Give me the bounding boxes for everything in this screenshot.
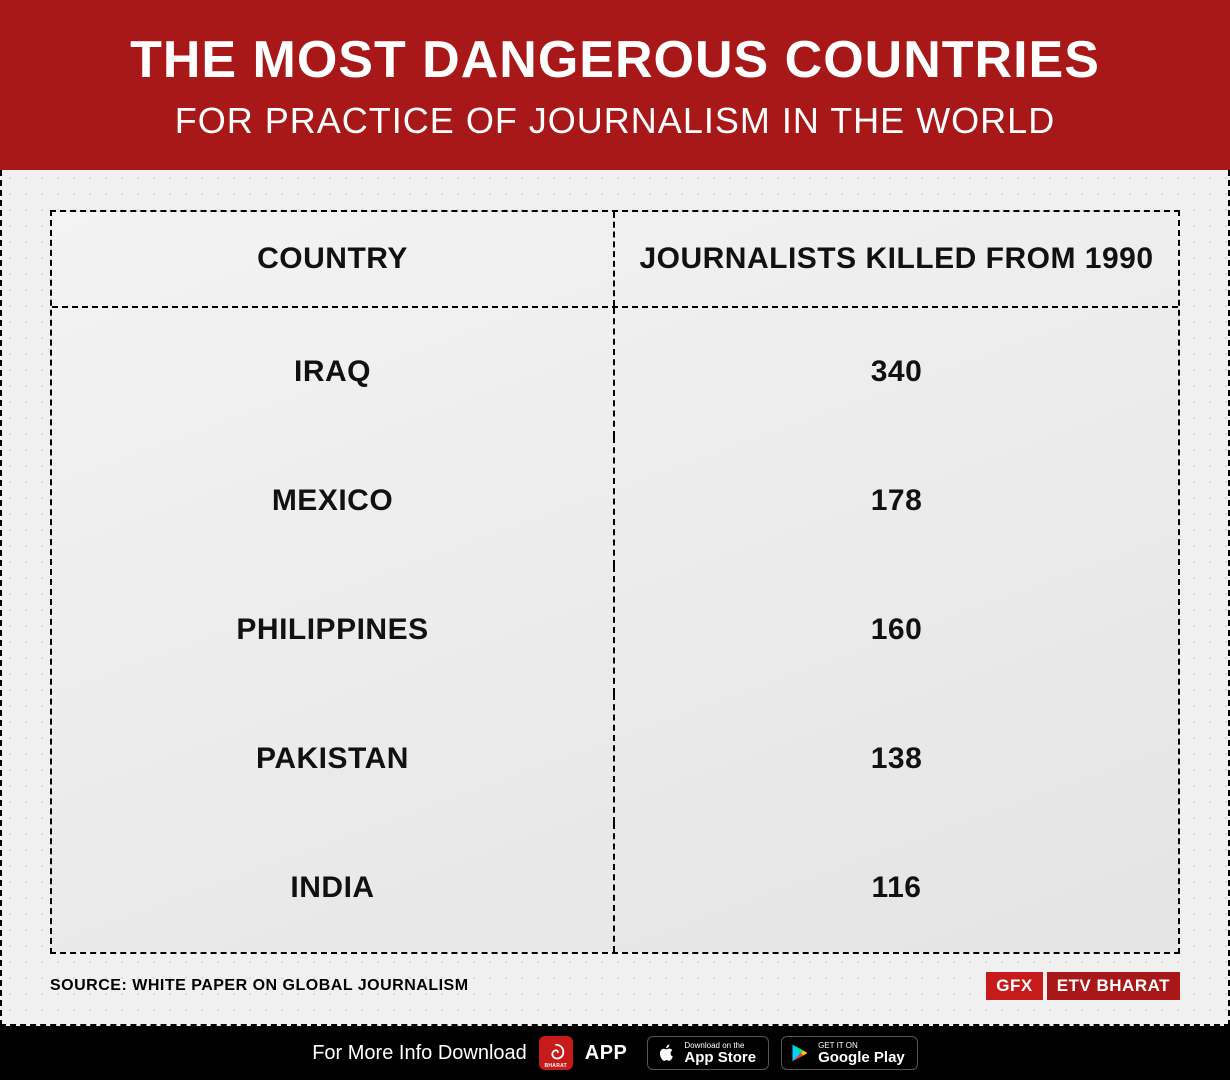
google-play-icon (790, 1041, 810, 1065)
column-header-killed: JOURNALISTS KILLED FROM 1990 (615, 212, 1178, 306)
app-label: APP (585, 1042, 628, 1065)
etv-logo-text: BHARAT (544, 1063, 567, 1069)
cell-value: 138 (615, 732, 1178, 786)
googleplay-text: GET IT ON Google Play (818, 1042, 905, 1065)
tag-etv: ETV BHARAT (1047, 972, 1180, 1000)
table-row: PAKISTAN 138 (52, 694, 1178, 823)
etv-logo-swirl-icon (545, 1042, 567, 1064)
footer-bar: For More Info Download BHARAT APP Downlo… (0, 1026, 1230, 1080)
cell-country: PHILIPPINES (52, 566, 615, 695)
cell-value: 160 (615, 603, 1178, 657)
etv-app-logo-icon: BHARAT (539, 1036, 573, 1070)
brand-tags: GFX ETV BHARAT (986, 972, 1180, 1000)
table-row: MEXICO 178 (52, 437, 1178, 566)
cell-country: PAKISTAN (52, 694, 615, 823)
source-text: SOURCE: WHITE PAPER ON GLOBAL JOURNALISM (50, 977, 469, 995)
table-row: INDIA 116 (52, 823, 1178, 952)
footer-prefix: For More Info Download (312, 1042, 527, 1065)
cell-value: 178 (615, 474, 1178, 528)
header-title: THE MOST DANGEROUS COUNTRIES (20, 30, 1210, 90)
content-area: COUNTRY JOURNALISTS KILLED FROM 1990 IRA… (0, 170, 1230, 1026)
tag-gfx: GFX (986, 972, 1042, 1000)
table-body: IRAQ 340 MEXICO 178 PHILIPPINES 160 PAKI… (52, 308, 1178, 952)
cell-country: MEXICO (52, 437, 615, 566)
cell-value: 116 (615, 861, 1178, 915)
apple-icon (656, 1041, 676, 1065)
table-row: IRAQ 340 (52, 308, 1178, 437)
googleplay-big-text: Google Play (818, 1050, 905, 1065)
header-banner: THE MOST DANGEROUS COUNTRIES FOR PRACTIC… (0, 0, 1230, 170)
app-store-badge[interactable]: Download on the App Store (647, 1036, 769, 1070)
cell-country: IRAQ (52, 308, 615, 437)
cell-country: INDIA (52, 823, 615, 952)
appstore-text: Download on the App Store (684, 1042, 756, 1065)
source-row: SOURCE: WHITE PAPER ON GLOBAL JOURNALISM… (50, 972, 1180, 1000)
table-row: PHILIPPINES 160 (52, 566, 1178, 695)
appstore-big-text: App Store (684, 1050, 756, 1065)
column-header-country: COUNTRY (52, 212, 615, 306)
cell-value: 340 (615, 345, 1178, 399)
data-table: COUNTRY JOURNALISTS KILLED FROM 1990 IRA… (50, 210, 1180, 954)
table-header-row: COUNTRY JOURNALISTS KILLED FROM 1990 (52, 212, 1178, 308)
header-subtitle: FOR PRACTICE OF JOURNALISM IN THE WORLD (20, 100, 1210, 142)
google-play-badge[interactable]: GET IT ON Google Play (781, 1036, 918, 1070)
